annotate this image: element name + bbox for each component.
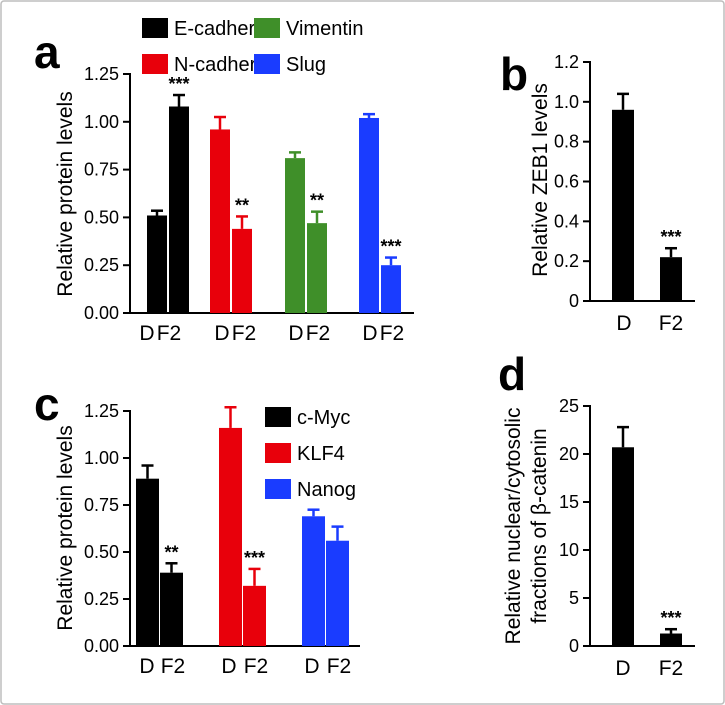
bar [219, 427, 242, 646]
x-category-label: F2 [327, 655, 352, 678]
y-tick-label: 0.25 [84, 255, 119, 275]
y-axis-label-line-2: fractions of β-catenin [528, 428, 551, 623]
y-tick-label: 0.75 [84, 495, 119, 515]
panel-letter-b: b [500, 48, 528, 100]
y-tick-label: 1.2 [554, 52, 579, 72]
x-category-label: D [221, 655, 236, 678]
legend-swatch [265, 443, 291, 463]
bar [381, 265, 401, 313]
y-tick-label: 1.0 [554, 92, 579, 112]
x-category-label: D [214, 322, 229, 345]
bar [302, 516, 325, 646]
x-category-label: F2 [306, 322, 331, 345]
x-category-label: D [362, 322, 377, 345]
x-category-label: D [616, 312, 631, 335]
x-category-label: F2 [232, 322, 257, 345]
bar [307, 223, 327, 313]
significance-label: *** [660, 608, 681, 628]
legend-label: Nanog [297, 479, 356, 501]
legend-label: KLF4 [297, 443, 345, 465]
x-category-label: F2 [161, 655, 186, 678]
legend-swatch [265, 407, 291, 427]
significance-label: *** [168, 74, 189, 94]
y-tick-label: 0.6 [554, 172, 579, 192]
x-category-label: F2 [659, 657, 684, 680]
bar [169, 106, 189, 313]
y-tick-label: 0.25 [84, 589, 119, 609]
significance-label: ** [164, 542, 178, 562]
significance-label: *** [244, 548, 265, 568]
panel-d-chart: d Relative nuclear/cytosolic fractions of … [498, 348, 695, 680]
y-tick-label: 5 [569, 588, 579, 608]
legend-swatch [142, 18, 168, 38]
legend-swatch [265, 479, 291, 499]
y-axis-label: Relative ZEB1 levels [529, 83, 552, 277]
y-tick-label: 0 [569, 636, 579, 656]
y-axis-label: Relative protein levels [54, 425, 77, 630]
y-tick-label: 15 [559, 492, 579, 512]
x-category-label: D [139, 655, 154, 678]
bar [612, 447, 634, 646]
y-tick-label: 0.50 [84, 207, 119, 227]
y-axis-label: Relative protein levels [54, 91, 77, 296]
legend-label: N-cadherin [174, 54, 272, 76]
y-tick-label: 25 [559, 396, 579, 416]
y-tick-label: 1.25 [84, 401, 119, 421]
significance-label: *** [660, 227, 681, 247]
y-tick-label: 1.00 [84, 112, 119, 132]
y-tick-label: 0 [569, 291, 579, 311]
bar [359, 117, 379, 313]
significance-label: *** [380, 237, 401, 257]
y-tick-label: 0.8 [554, 132, 579, 152]
legend-label: E-cadherin [174, 18, 271, 40]
x-category-label: F2 [659, 312, 684, 335]
x-category-label: F2 [380, 322, 405, 345]
x-category-label: D [288, 322, 303, 345]
x-category-label: D [304, 655, 319, 678]
x-category-label: D [615, 657, 630, 680]
legend-label: c-Myc [297, 407, 350, 429]
bar [160, 572, 183, 646]
y-tick-label: 1.25 [84, 64, 119, 84]
legend-label: Vimentin [286, 18, 363, 40]
y-tick-label: 0.50 [84, 542, 119, 562]
x-category-label: F2 [157, 322, 182, 345]
y-tick-label: 0.4 [554, 211, 579, 231]
y-tick-label: 0.00 [84, 303, 119, 323]
panel-letter-d: d [498, 348, 526, 400]
bar [210, 129, 230, 313]
significance-label: ** [310, 191, 324, 211]
bar [285, 158, 305, 313]
legend-label: Slug [286, 54, 326, 76]
bar [147, 215, 167, 313]
y-tick-label: 0.00 [84, 636, 119, 656]
x-category-label: D [139, 322, 154, 345]
panel-letter-a: a [34, 26, 60, 78]
legend-swatch [254, 54, 280, 74]
bar [612, 109, 634, 301]
panel-letter-c: c [34, 378, 60, 430]
legend-swatch [142, 54, 168, 74]
significance-label: ** [235, 195, 249, 215]
bar [232, 228, 252, 313]
x-category-label: F2 [244, 655, 269, 678]
y-tick-label: 0.75 [84, 160, 119, 180]
y-tick-label: 10 [559, 540, 579, 560]
y-axis-label-line-1: Relative nuclear/cytosolic [502, 408, 525, 645]
y-tick-label: 1.00 [84, 448, 119, 468]
bar [660, 257, 682, 301]
panel-a-chart: a Relative protein levels 0.00 0.25 0.50 0.75… [34, 18, 414, 345]
bar [136, 478, 159, 646]
legend-swatch [254, 18, 280, 38]
bar [326, 540, 349, 646]
bar [243, 585, 266, 646]
y-tick-label: 0.2 [554, 251, 579, 271]
y-tick-label: 20 [559, 444, 579, 464]
bar [660, 633, 682, 646]
